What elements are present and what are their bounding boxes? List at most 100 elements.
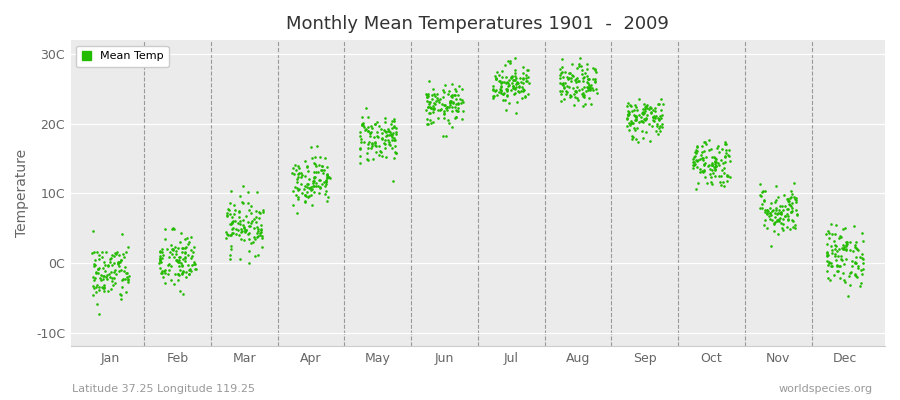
Point: [512, 84, 526, 90]
Point: [572, 55, 587, 61]
Point: [361, 128, 375, 134]
Point: [245, 218, 259, 224]
Point: [489, 76, 503, 83]
Point: [559, 91, 573, 97]
Point: [505, 73, 519, 79]
Point: [315, 163, 329, 170]
Point: [155, 246, 169, 252]
Point: [113, 257, 128, 263]
Point: [652, 101, 666, 108]
Point: [698, 160, 713, 166]
Point: [849, 259, 863, 266]
Point: [386, 118, 400, 124]
Point: [86, 261, 101, 267]
Point: [562, 70, 576, 76]
Point: [652, 127, 667, 134]
Legend: Mean Temp: Mean Temp: [76, 46, 168, 67]
Point: [356, 121, 370, 128]
Point: [256, 209, 270, 215]
Point: [822, 260, 836, 266]
Point: [121, 274, 135, 280]
Point: [651, 131, 665, 137]
Point: [241, 248, 256, 254]
Point: [652, 116, 666, 122]
Point: [831, 253, 845, 259]
Point: [828, 242, 842, 249]
Point: [821, 252, 835, 258]
Point: [829, 222, 843, 228]
Point: [354, 136, 368, 142]
Point: [164, 263, 178, 270]
Point: [437, 111, 452, 117]
Point: [698, 174, 712, 180]
Point: [238, 227, 253, 233]
Point: [515, 95, 529, 102]
Point: [239, 212, 254, 219]
Point: [455, 96, 470, 103]
Point: [716, 165, 731, 171]
Point: [364, 140, 379, 146]
Point: [311, 169, 326, 175]
Point: [646, 107, 661, 113]
Point: [91, 265, 105, 272]
Point: [629, 107, 643, 113]
Point: [446, 99, 460, 106]
Point: [702, 162, 716, 168]
Point: [108, 250, 122, 256]
Point: [712, 173, 726, 179]
Point: [300, 181, 314, 187]
Point: [226, 230, 240, 236]
Point: [697, 167, 711, 173]
Point: [170, 271, 184, 278]
Point: [494, 79, 508, 86]
Point: [291, 162, 305, 169]
Point: [221, 207, 236, 213]
Point: [849, 273, 863, 280]
Point: [689, 142, 704, 149]
Point: [419, 94, 434, 100]
Point: [493, 90, 508, 96]
Point: [489, 76, 503, 82]
Point: [389, 129, 403, 136]
Point: [86, 282, 101, 289]
Point: [305, 155, 320, 162]
Point: [96, 285, 111, 291]
Point: [448, 107, 463, 113]
Point: [101, 263, 115, 270]
Point: [229, 230, 243, 237]
Point: [107, 252, 122, 259]
Point: [367, 139, 382, 145]
Point: [647, 112, 662, 119]
Point: [165, 226, 179, 233]
Point: [758, 217, 772, 224]
Point: [421, 110, 436, 116]
Point: [718, 146, 733, 153]
Point: [516, 88, 530, 94]
Point: [365, 140, 380, 147]
Point: [431, 97, 446, 103]
Point: [716, 166, 730, 173]
Point: [581, 76, 596, 82]
Point: [298, 157, 312, 164]
Point: [708, 155, 723, 162]
Point: [571, 78, 585, 84]
Point: [361, 145, 375, 152]
Point: [709, 156, 724, 162]
Point: [290, 185, 304, 192]
Point: [575, 103, 590, 109]
Point: [374, 126, 389, 132]
Point: [716, 179, 730, 185]
Point: [770, 218, 785, 224]
Point: [443, 99, 457, 105]
Point: [650, 122, 664, 129]
Point: [819, 267, 833, 274]
Point: [107, 280, 122, 287]
Point: [645, 123, 660, 130]
Point: [366, 156, 381, 162]
Point: [588, 78, 602, 84]
Point: [820, 249, 834, 255]
Point: [654, 107, 669, 113]
Point: [754, 192, 769, 199]
Point: [369, 149, 383, 155]
Point: [692, 156, 706, 162]
